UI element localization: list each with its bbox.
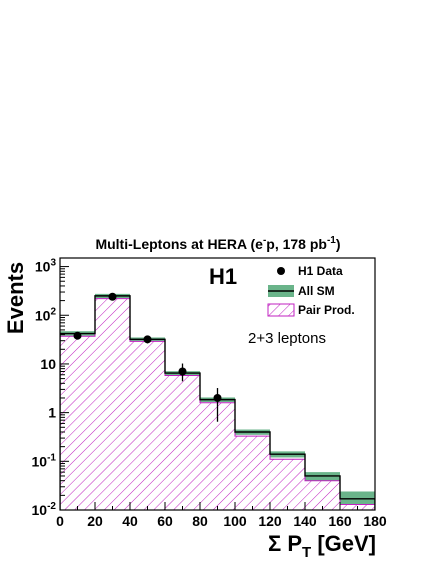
chart-title: Multi-Leptons at HERA (e-p, 178 pb-1): [95, 235, 340, 252]
y-axis-ticks: 10-2 10-1 1 10 102 103: [32, 258, 69, 518]
x-tick-label: 160: [328, 513, 352, 529]
y-tick-label: 103: [35, 258, 57, 275]
data-point: [213, 393, 222, 402]
legend-label-all-sm: All SM: [298, 284, 335, 298]
x-axis-title: Σ PT [GeV]: [268, 531, 376, 561]
x-tick-label: 40: [122, 513, 138, 529]
experiment-label: H1: [209, 264, 237, 289]
x-tick-label: 80: [192, 513, 208, 529]
x-tick-label: 0: [56, 513, 64, 529]
y-tick-label: 10-2: [32, 501, 57, 518]
data-point: [143, 335, 152, 344]
y-tick-label: 10: [40, 356, 56, 372]
x-tick-label: 100: [223, 513, 247, 529]
x-tick-label: 180: [363, 513, 387, 529]
x-tick-label: 120: [258, 513, 282, 529]
data-point: [178, 367, 187, 376]
legend-marker-h1-data: [277, 267, 285, 275]
selection-label: 2+3 leptons: [248, 330, 326, 347]
legend-marker-pair-prod: [267, 303, 295, 317]
legend: H1 Data All SM Pair Prod.: [267, 264, 355, 317]
h1-data-group: [73, 292, 222, 422]
data-point: [108, 292, 117, 301]
all-sm-band-bin: [340, 491, 375, 505]
x-tick-label: 140: [293, 513, 317, 529]
y-tick-label: 10-1: [32, 452, 57, 469]
y-tick-label: 102: [35, 306, 57, 323]
x-tick-label: 60: [157, 513, 173, 529]
x-axis-ticks: 0 20 40 60 80 100 120 140 160 180: [56, 502, 387, 529]
x-tick-label: 20: [87, 513, 103, 529]
y-tick-label: 1: [48, 405, 56, 421]
legend-label-pair-prod: Pair Prod.: [298, 303, 355, 317]
data-point: [73, 331, 82, 340]
y-axis-title: Events: [3, 262, 28, 334]
legend-label-h1-data: H1 Data: [298, 264, 343, 278]
